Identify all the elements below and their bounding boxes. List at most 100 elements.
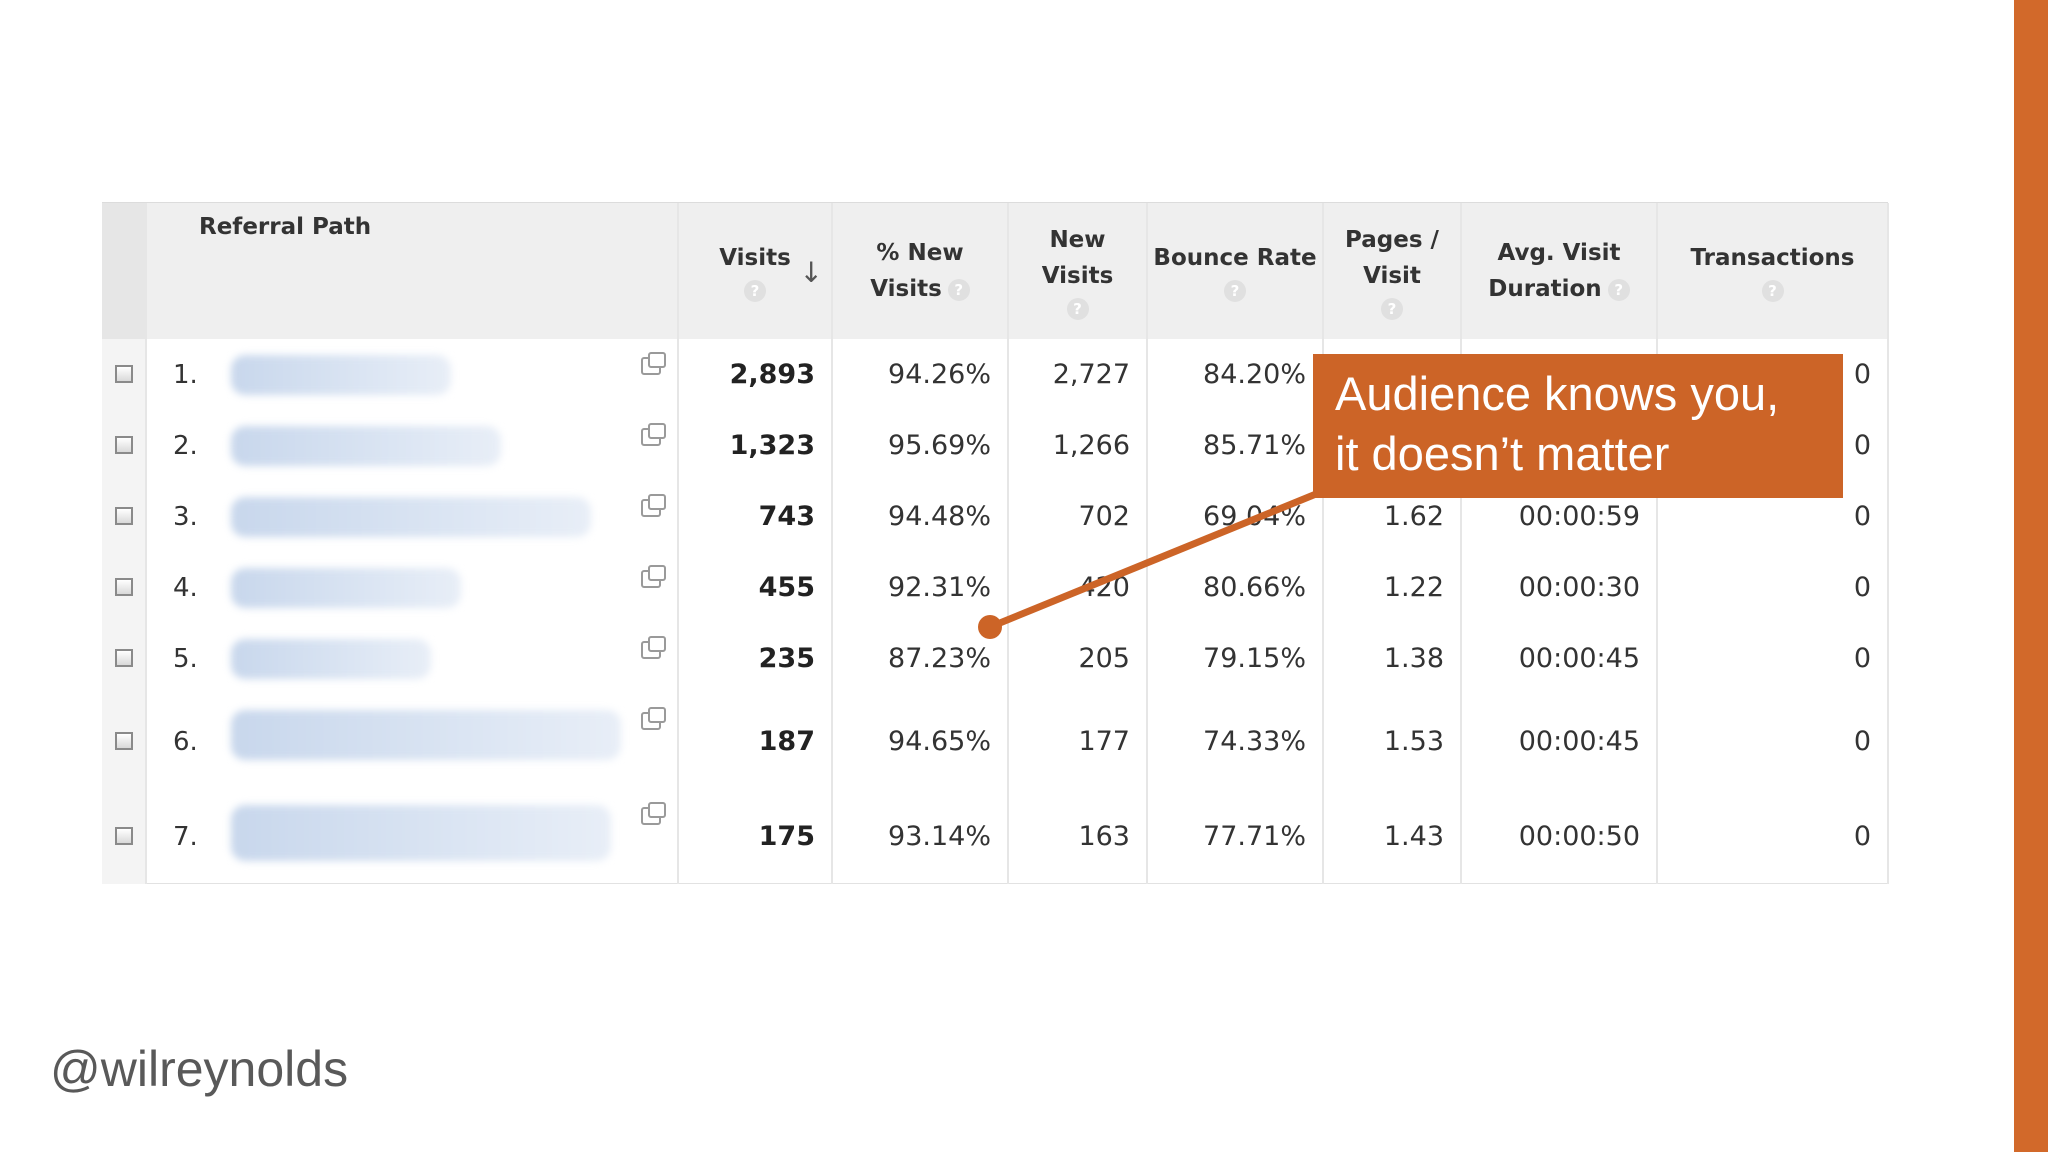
blurred-referral-path xyxy=(231,710,621,760)
cell-avg-duration: 00:00:45 xyxy=(1461,623,1658,694)
cell-visits: 743 xyxy=(678,481,833,552)
row-rank: 5. xyxy=(173,643,198,674)
row-checkbox[interactable] xyxy=(114,732,133,750)
cell-new-visits: 1,266 xyxy=(1008,410,1148,481)
cell-pages-per-visit: 1.22 xyxy=(1323,552,1462,623)
cell-new-visits: 163 xyxy=(1008,789,1148,884)
cell-bounce-rate: 77.71% xyxy=(1147,789,1324,884)
cell-avg-duration: 00:00:30 xyxy=(1461,552,1658,623)
analytics-report-screenshot: Referral Path Visits ? ↓ % New Visits? N… xyxy=(102,202,1889,884)
external-link-icon[interactable] xyxy=(641,707,666,730)
cell-bounce-rate: 80.66% xyxy=(1147,552,1324,623)
cell-pct-new-visits: 94.26% xyxy=(832,339,1009,410)
callout-line-2: it doesn’t matter xyxy=(1335,427,1670,480)
cell-pct-new-visits: 94.65% xyxy=(832,694,1009,789)
cell-new-visits: 2,727 xyxy=(1008,339,1148,410)
cell-new-visits: 177 xyxy=(1008,694,1148,789)
help-icon[interactable]: ? xyxy=(1607,278,1630,301)
row-rank: 7. xyxy=(173,821,198,852)
accent-side-bar xyxy=(2014,0,2048,1152)
cell-transactions: 0 xyxy=(1657,789,1889,884)
cell-pct-new-visits: 87.23% xyxy=(832,623,1009,694)
cell-pct-new-visits: 92.31% xyxy=(832,552,1009,623)
cell-transactions: 0 xyxy=(1657,694,1889,789)
table-row: 4. 455 92.31% 420 80.66% 1.22 00:00:30 0 xyxy=(102,552,1889,623)
referral-table: Referral Path Visits ? ↓ % New Visits? N… xyxy=(102,203,1889,884)
row-checkbox[interactable] xyxy=(114,365,133,383)
cell-bounce-rate: 74.33% xyxy=(1147,694,1324,789)
blurred-referral-path xyxy=(231,426,501,466)
cell-avg-duration: 00:00:45 xyxy=(1461,694,1658,789)
cell-visits: 187 xyxy=(678,694,833,789)
row-rank: 4. xyxy=(173,572,198,603)
col-header-pages-per-visit[interactable]: Pages / Visit ? xyxy=(1323,203,1462,339)
row-rank: 3. xyxy=(173,501,198,532)
cell-transactions: 0 xyxy=(1657,623,1889,694)
external-link-icon[interactable] xyxy=(641,423,666,446)
cell-avg-duration: 00:00:50 xyxy=(1461,789,1658,884)
cell-pct-new-visits: 93.14% xyxy=(832,789,1009,884)
col-header-pct-new-visits[interactable]: % New Visits? xyxy=(832,203,1009,339)
external-link-icon[interactable] xyxy=(641,565,666,588)
cell-pages-per-visit: 1.53 xyxy=(1323,694,1462,789)
cell-visits: 2,893 xyxy=(678,339,833,410)
external-link-icon[interactable] xyxy=(641,636,666,659)
cell-visits: 175 xyxy=(678,789,833,884)
table-row: 3. 743 94.48% 702 69.04% 1.62 00:00:59 0 xyxy=(102,481,1889,552)
blurred-referral-path xyxy=(231,497,591,537)
col-header-transactions[interactable]: Transactions ? xyxy=(1657,203,1889,339)
callout-pointer-line xyxy=(988,490,1318,631)
external-link-icon[interactable] xyxy=(641,802,666,825)
blurred-referral-path xyxy=(231,805,611,861)
callout-box: Audience knows you, it doesn’t matter xyxy=(1313,354,1843,498)
row-checkbox[interactable] xyxy=(114,507,133,525)
help-icon[interactable]: ? xyxy=(1066,298,1089,320)
row-checkbox[interactable] xyxy=(114,436,133,454)
cell-transactions: 0 xyxy=(1657,552,1889,623)
callout-pointer-dot xyxy=(978,615,1002,639)
help-icon[interactable]: ? xyxy=(947,278,970,301)
cell-visits: 1,323 xyxy=(678,410,833,481)
row-rank: 2. xyxy=(173,430,198,461)
col-header-bounce-rate[interactable]: Bounce Rate ? xyxy=(1147,203,1324,339)
select-all-column xyxy=(102,203,147,339)
cell-new-visits: 702 xyxy=(1008,481,1148,552)
table-row: 5. 235 87.23% 205 79.15% 1.38 00:00:45 0 xyxy=(102,623,1889,694)
table-row: 6. 187 94.65% 177 74.33% 1.53 00:00:45 0 xyxy=(102,694,1889,789)
col-header-avg-visit-duration[interactable]: Avg. Visit Duration? xyxy=(1461,203,1658,339)
cell-bounce-rate: 85.71% xyxy=(1147,410,1324,481)
author-handle: @wilreynolds xyxy=(50,1041,349,1097)
row-rank: 1. xyxy=(173,359,198,390)
col-header-referral-path[interactable]: Referral Path xyxy=(146,203,679,339)
col-header-visits-label: Visits xyxy=(719,245,791,271)
help-icon[interactable]: ? xyxy=(744,280,766,302)
blurred-referral-path xyxy=(231,639,431,679)
blurred-referral-path xyxy=(231,355,451,395)
col-header-new-visits[interactable]: New Visits ? xyxy=(1008,203,1148,339)
callout-line-1: Audience knows you, xyxy=(1335,367,1780,420)
cell-visits: 455 xyxy=(678,552,833,623)
cell-bounce-rate: 79.15% xyxy=(1147,623,1324,694)
blurred-referral-path xyxy=(231,568,461,608)
cell-pct-new-visits: 94.48% xyxy=(832,481,1009,552)
external-link-icon[interactable] xyxy=(641,352,666,375)
help-icon[interactable]: ? xyxy=(1381,298,1403,320)
help-icon[interactable]: ? xyxy=(1761,280,1784,302)
cell-bounce-rate: 84.20% xyxy=(1147,339,1324,410)
help-icon[interactable]: ? xyxy=(1224,280,1246,302)
cell-visits: 235 xyxy=(678,623,833,694)
row-checkbox[interactable] xyxy=(114,578,133,596)
cell-pages-per-visit: 1.43 xyxy=(1323,789,1462,884)
external-link-icon[interactable] xyxy=(641,494,666,517)
row-checkbox[interactable] xyxy=(114,827,133,845)
cell-bounce-rate: 69.04% xyxy=(1147,481,1324,552)
col-header-visits[interactable]: Visits ? ↓ xyxy=(678,203,833,339)
row-checkbox[interactable] xyxy=(114,649,133,667)
cell-pct-new-visits: 95.69% xyxy=(832,410,1009,481)
cell-pages-per-visit: 1.38 xyxy=(1323,623,1462,694)
table-header-row: Referral Path Visits ? ↓ % New Visits? N… xyxy=(102,203,1889,339)
cell-new-visits: 205 xyxy=(1008,623,1148,694)
sort-arrow-down-icon[interactable]: ↓ xyxy=(799,256,823,289)
row-rank: 6. xyxy=(173,726,198,757)
